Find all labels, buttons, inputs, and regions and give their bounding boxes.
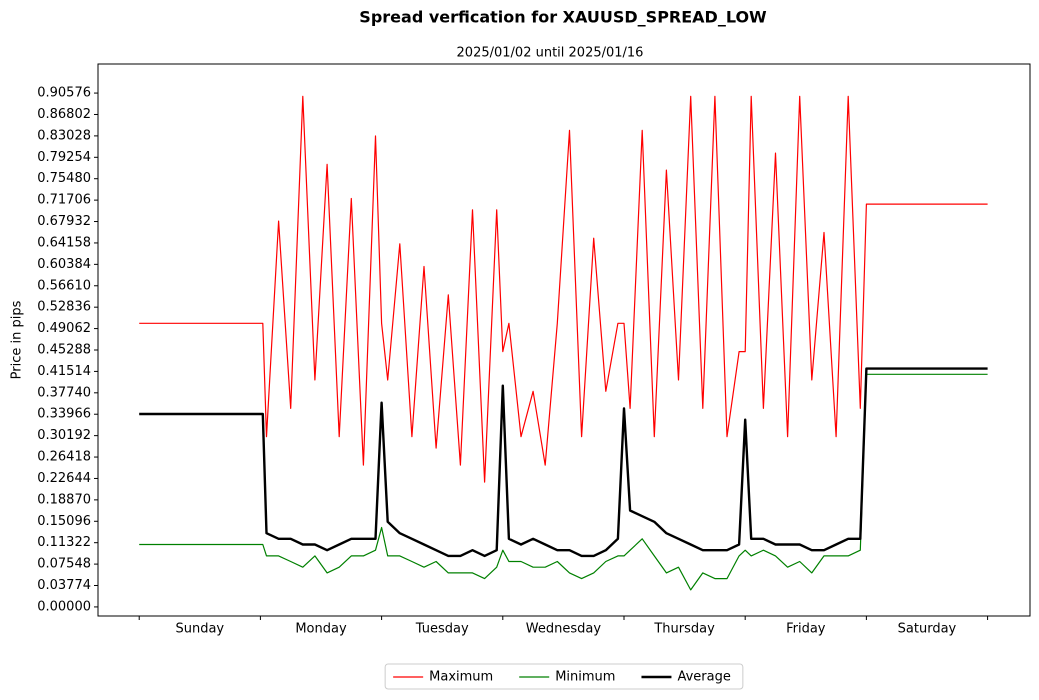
y-tick-label: 0.79254 [37,150,91,165]
y-tick-label: 0.37740 [37,385,91,400]
series-line [139,95,988,483]
legend-label: Maximum [429,670,493,685]
x-tick-label: Wednesday [526,622,602,637]
y-tick-label: 0.03774 [37,578,91,593]
y-tick-label: 0.75480 [37,171,91,186]
y-tick-label: 0.30192 [37,428,91,443]
y-tick-label: 0.45288 [37,342,91,357]
y-tick-label: 0.86802 [37,107,91,122]
y-tick-label: 0.90576 [37,86,91,101]
legend-label: Minimum [555,670,615,685]
legend-box [384,663,744,690]
y-tick-label: 0.15096 [37,514,91,529]
y-tick-label: 0.56610 [37,278,91,293]
legend: Maximum Minimum Average [384,663,744,690]
y-tick-label: 0.67932 [37,214,91,229]
y-tick-label: 0.18870 [37,492,91,507]
x-tick-label: Tuesday [415,622,469,637]
chart-subtitle: 2025/01/02 until 2025/01/16 [457,46,644,61]
y-tick-label: 0.07548 [37,557,91,572]
x-tick-label: Saturday [898,622,957,637]
y-tick-label: 0.71706 [37,193,91,208]
y-tick-label: 0.33966 [37,407,91,422]
y-tick-label: 0.11322 [37,535,91,550]
y-tick-label: 0.22644 [37,471,91,486]
y-tick-label: 0.49062 [37,321,91,336]
y-tick-label: 0.26418 [37,450,91,465]
y-tick-label: 0.83028 [37,128,91,143]
y-tick-label: 0.00000 [37,599,91,614]
x-tick-label: Thursday [653,622,715,637]
y-axis-label: Price in pips [10,300,25,379]
plot-frame [97,63,1031,617]
y-tick-label: 0.52836 [37,300,91,315]
y-tick-label: 0.41514 [37,364,91,379]
series-line [139,373,988,591]
x-tick-label: Monday [295,622,347,637]
y-tick-label: 0.64158 [37,235,91,250]
x-tick-label: Friday [786,622,826,637]
y-tick-label: 0.60384 [37,257,91,272]
legend-label: Average [677,670,730,685]
x-tick-label: Sunday [175,622,224,637]
series-line [139,367,988,558]
chart-title: Spread verfication for XAUUSD_SPREAD_LOW [359,8,767,27]
